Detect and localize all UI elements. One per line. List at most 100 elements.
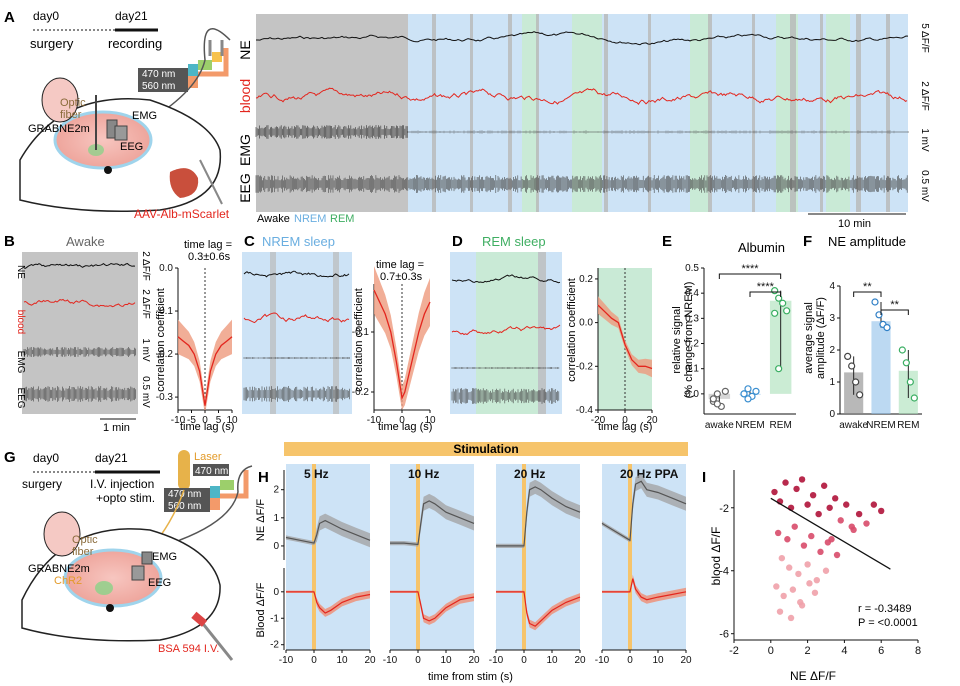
i-x-tick-label: 0 — [768, 645, 774, 657]
ne-response-3-band — [602, 474, 686, 543]
b-row-eeg: EEG — [15, 387, 26, 408]
h-ne-y-tick-label: 2 — [273, 485, 279, 496]
syringe-icon — [198, 619, 234, 661]
aav-label: AAV-Alb-mScarlet — [134, 207, 230, 221]
bar-category-label: NREM — [735, 420, 764, 431]
scatter-point — [776, 608, 784, 615]
scatter-point — [837, 517, 844, 524]
lag-c-line2: 0.7±0.3s — [380, 271, 423, 283]
panel-label-a: A — [4, 9, 15, 26]
data-point-awake — [713, 400, 721, 408]
stimulation-banner — [284, 442, 688, 456]
d-xlabel: time lag (s) — [598, 421, 652, 433]
blood-response-0-band — [286, 590, 370, 617]
awake-bout-a — [856, 14, 861, 212]
h-x-tick-label: 0 — [311, 655, 317, 666]
bar-chart-f: average signal amplitude (ΔF/F) 0 1 2 3 4 awa… — [803, 281, 922, 431]
h-ne-y-tick-label: 1 — [273, 513, 279, 524]
corr-x-tick-label: 10 — [226, 415, 238, 426]
h-x-tick-label: 20 — [468, 655, 480, 666]
blood-response-1-mean — [390, 591, 475, 622]
h-x-tick-label: 10 — [652, 655, 664, 666]
g-fiber: fiber — [72, 546, 94, 558]
h-x-tick-label: 10 — [336, 655, 348, 666]
blood-response-1-band — [390, 590, 474, 625]
panel-label-h: H — [258, 469, 269, 486]
corr-mean-line — [597, 304, 653, 370]
scatter-point — [855, 510, 863, 518]
recording-label: recording — [108, 36, 162, 51]
laser-icon — [178, 450, 190, 490]
bar-y-tick-label: 0.1 — [685, 364, 699, 375]
condition-label-0: 5 Hz — [304, 467, 329, 481]
corr-y-tick-label: -0.1 — [352, 327, 370, 338]
h-background-0 — [286, 464, 370, 650]
h-x-tick-label: -10 — [489, 655, 504, 666]
i-ylabel: blood ΔF/F — [709, 527, 723, 586]
e-ylabel2: (% change from NREM) — [683, 282, 695, 399]
b-ne-trace — [23, 262, 136, 269]
scatter-point — [843, 501, 850, 508]
data-point-REM — [898, 346, 906, 354]
g-day21: day21 — [95, 451, 128, 465]
scatter-point — [815, 510, 822, 518]
rem-bout-a — [522, 14, 538, 212]
h-x-tick-label: -10 — [595, 655, 610, 666]
bar-NREM — [871, 321, 891, 414]
g-bsa: BSA 594 I.V. — [158, 643, 219, 655]
corr-y-tick-label: 0.0 — [159, 263, 173, 274]
bar-category-label: REM — [897, 420, 919, 431]
data-point-awake — [721, 387, 729, 395]
awake-bout-a — [508, 14, 512, 212]
bar-y-tick-label: 0.4 — [685, 288, 699, 299]
scatter-point — [771, 488, 778, 496]
bar-y-tick-label: 1 — [829, 377, 835, 388]
scatter-point — [780, 592, 787, 600]
bar-chart-e: relative signal (% change from NREM) 0.0… — [671, 263, 796, 431]
corr-x-tick-label: 20 — [646, 415, 658, 426]
nm470-label: 470 nm — [142, 69, 175, 80]
g-surgery: surgery — [22, 477, 62, 491]
h-x-tick-label: -10 — [383, 655, 398, 666]
data-point-awake — [709, 395, 717, 403]
blood-response-3-mean — [602, 578, 687, 601]
grab-label: GRABNE2m — [28, 123, 90, 135]
scatter-point — [789, 586, 797, 593]
significance-label: ** — [863, 281, 872, 293]
scatter-point — [806, 580, 813, 587]
i-y-tick-label: -4 — [719, 566, 729, 578]
data-point-REM — [906, 378, 914, 386]
corr-x-tick-label: 0 — [202, 415, 208, 426]
data-point-REM — [775, 365, 783, 373]
c-ylabel: correlation coefficient — [353, 288, 365, 392]
scatter-point — [850, 526, 857, 534]
scatter-point — [878, 507, 885, 515]
scatter-point — [811, 589, 819, 596]
stim-response-panels-h: NE ΔF/F Blood ΔF/F time from stim (s) 5 … — [255, 464, 692, 683]
bar-y-tick-label: 0.3 — [685, 313, 699, 324]
sleep-trace-panel-a — [255, 14, 909, 212]
scatter-point — [832, 495, 839, 502]
significance-label: **** — [757, 281, 775, 293]
lag-b-line2: 0.3±0.6s — [188, 251, 231, 263]
emg-trace-sleep-a — [407, 130, 909, 134]
scatter-point — [826, 504, 833, 511]
scatter-point — [813, 576, 820, 584]
row-label-eeg: EEG — [237, 173, 253, 203]
day21-label: day21 — [115, 9, 148, 23]
mouse-illustration-a: Optic fiber GRABNE2m EMG EEG AAV-Alb-mSc… — [19, 77, 230, 221]
i-x-tick-label: -2 — [729, 645, 739, 657]
h-x-tick-label: 20 — [680, 655, 692, 666]
c-emg-trace — [243, 357, 350, 359]
b-ylabel: correlation coefficient — [155, 288, 167, 392]
g-laser-nm: 470 nm — [195, 466, 228, 477]
corr-sem-band — [374, 266, 430, 410]
emg-trace-awake-a — [255, 125, 408, 139]
b-blood-trace — [23, 298, 136, 308]
awake-bout-a — [752, 14, 755, 212]
scatter-point — [800, 542, 808, 549]
panel-label-c: C — [244, 233, 255, 250]
panel-label-f: F — [803, 233, 812, 250]
ne-response-0-band — [286, 513, 370, 548]
data-point-REM — [910, 394, 918, 402]
